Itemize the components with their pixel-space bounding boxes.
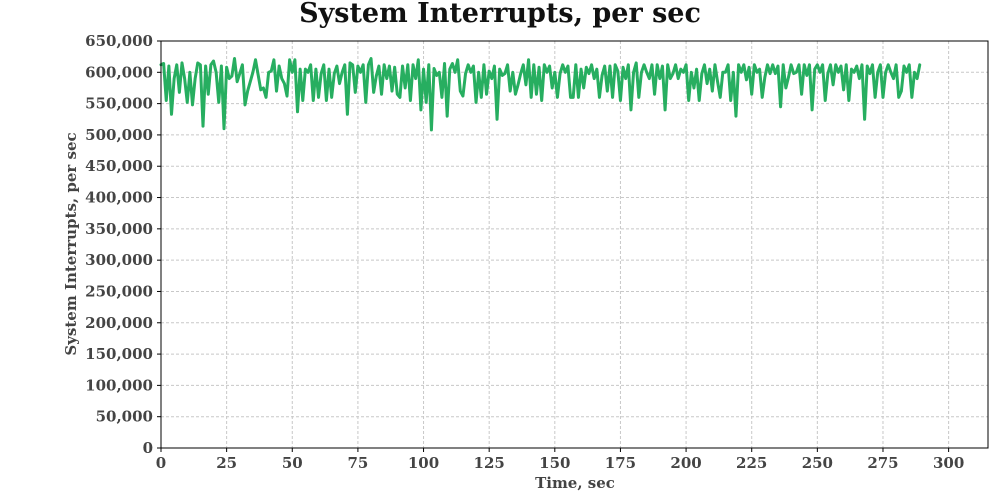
y-axis-ticks: 0 50,000 100,000 150,000 200,000 250,000 300,0…: [85, 32, 161, 457]
x-tick-label: 100: [408, 454, 439, 472]
y-tick-label: 450,000: [85, 157, 153, 175]
plot-frame: [160, 40, 989, 449]
x-tick-label: 75: [347, 454, 368, 472]
x-axis-ticks: 0 25 50 75 100 125 150 175 200 225 250 275 300: [156, 448, 964, 472]
x-tick-label: 200: [670, 454, 701, 472]
x-tick-label: 150: [539, 454, 570, 472]
series-line: [159, 57, 922, 132]
y-tick-label: 50,000: [96, 408, 153, 426]
x-tick-label: 25: [216, 454, 237, 472]
y-tick-label: 100,000: [85, 376, 153, 394]
y-tick-label: 350,000: [85, 220, 153, 238]
y-tick-label: 200,000: [85, 314, 153, 332]
x-tick-label: 225: [736, 454, 767, 472]
y-tick-label: 550,000: [85, 95, 153, 113]
y-tick-label: 400,000: [85, 189, 153, 207]
y-tick-label: 500,000: [85, 126, 153, 144]
y-tick-label: 0: [143, 439, 153, 457]
x-axis-label: Time, sec: [535, 474, 615, 492]
x-tick-label: 275: [867, 454, 898, 472]
y-axis-label: System Interrupts, per sec: [62, 132, 80, 355]
y-tick-label: 600,000: [85, 63, 153, 81]
x-tick-label: 125: [474, 454, 505, 472]
x-tick-label: 250: [802, 454, 833, 472]
x-tick-label: 300: [933, 454, 964, 472]
y-tick-label: 650,000: [85, 32, 153, 50]
y-tick-label: 300,000: [85, 251, 153, 269]
y-tick-label: 150,000: [85, 345, 153, 363]
x-tick-label: 50: [282, 454, 303, 472]
y-tick-label: 250,000: [85, 282, 153, 300]
chart-title: System Interrupts, per sec: [299, 0, 701, 29]
x-tick-label: 0: [156, 454, 166, 472]
x-tick-label: 175: [605, 454, 636, 472]
series-layer: [159, 57, 922, 132]
